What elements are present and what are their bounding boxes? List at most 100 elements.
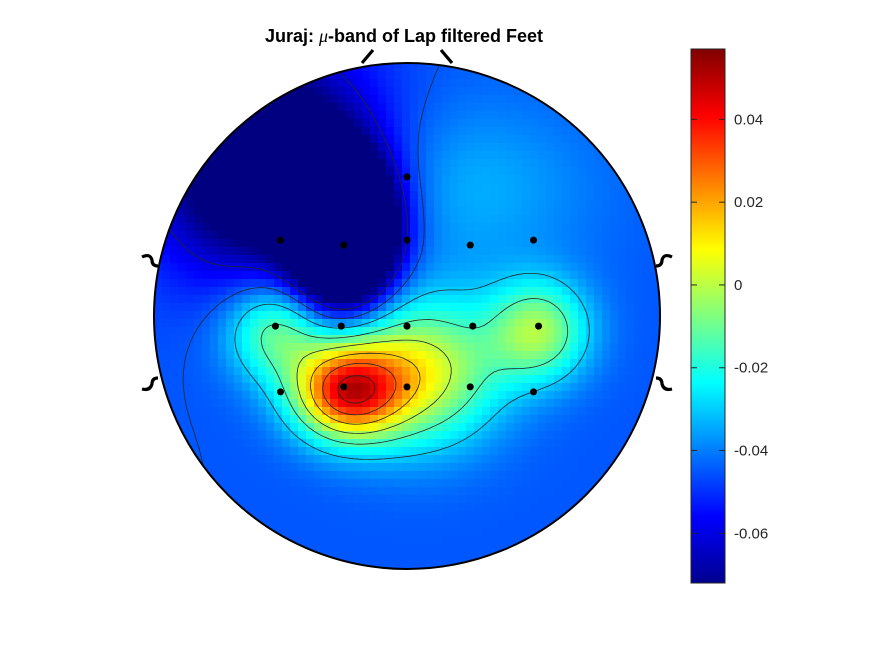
heatmap-cell xyxy=(586,191,595,200)
heatmap-cell xyxy=(194,295,203,304)
heatmap-cell xyxy=(434,71,443,80)
heatmap-cell xyxy=(330,95,339,104)
heatmap-cell xyxy=(562,391,571,400)
heatmap-cell xyxy=(578,151,587,160)
heatmap-cell xyxy=(194,183,203,192)
heatmap-cell xyxy=(506,143,515,152)
heatmap-cell xyxy=(458,455,467,464)
heatmap-cell xyxy=(626,303,635,312)
heatmap-cell xyxy=(506,223,515,232)
heatmap-cell xyxy=(466,447,475,456)
heatmap-cell xyxy=(370,167,379,176)
heatmap-cell xyxy=(490,447,499,456)
heatmap-cell xyxy=(258,95,267,104)
heatmap-cell xyxy=(338,511,347,520)
heatmap-cell xyxy=(306,535,315,544)
heatmap-cell xyxy=(458,407,467,416)
heatmap-cell xyxy=(482,327,491,336)
heatmap-cell xyxy=(402,135,411,144)
heatmap-cell xyxy=(498,495,507,504)
heatmap-cell xyxy=(242,231,251,240)
right-ear-mark xyxy=(655,253,673,392)
heatmap-cell xyxy=(394,543,403,552)
heatmap-cell xyxy=(618,367,627,376)
contour-line xyxy=(337,375,376,404)
heatmap-cell xyxy=(210,447,219,456)
heatmap-cell xyxy=(250,103,259,112)
heatmap-cell xyxy=(306,119,315,128)
heatmap-cell xyxy=(242,367,251,376)
heatmap-cell xyxy=(226,503,235,512)
heatmap-cell xyxy=(506,447,515,456)
heatmap-cell xyxy=(490,543,499,552)
heatmap-cell xyxy=(530,151,539,160)
heatmap-cell xyxy=(410,271,419,280)
heatmap-cell xyxy=(602,367,611,376)
heatmap-cell xyxy=(618,207,627,216)
heatmap-cell xyxy=(378,135,387,144)
heatmap-cell xyxy=(218,359,227,368)
heatmap-cell xyxy=(338,343,347,352)
heatmap-cell xyxy=(210,455,219,464)
heatmap-cell xyxy=(490,511,499,520)
heatmap-cell xyxy=(226,391,235,400)
heatmap-cell xyxy=(450,71,459,80)
heatmap-cell xyxy=(186,327,195,336)
heatmap-cell xyxy=(354,343,363,352)
heatmap-cell xyxy=(258,135,267,144)
heatmap-cell xyxy=(202,263,211,272)
heatmap-cell xyxy=(410,359,419,368)
heatmap-cell xyxy=(594,271,603,280)
heatmap-cell xyxy=(554,495,563,504)
heatmap-cell xyxy=(586,199,595,208)
heatmap-cell xyxy=(570,247,579,256)
heatmap-cell xyxy=(242,431,251,440)
heatmap-cell xyxy=(426,199,435,208)
heatmap-cell xyxy=(554,199,563,208)
heatmap-cell xyxy=(306,415,315,424)
heatmap-cell xyxy=(586,183,595,192)
electrode-marker xyxy=(340,383,348,391)
heatmap-cell xyxy=(306,127,315,136)
heatmap-cell xyxy=(322,351,331,360)
heatmap-cell xyxy=(194,199,203,208)
heatmap-cell xyxy=(458,319,467,328)
heatmap-cell xyxy=(370,71,379,80)
heatmap-cell xyxy=(282,143,291,152)
heatmap-cell xyxy=(434,295,443,304)
heatmap-cell xyxy=(418,463,427,472)
heatmap-cell xyxy=(242,463,251,472)
heatmap-cell xyxy=(338,367,347,376)
heatmap-cell xyxy=(482,247,491,256)
heatmap-cell xyxy=(306,431,315,440)
heatmap-cell xyxy=(378,223,387,232)
heatmap-cell xyxy=(394,191,403,200)
heatmap-cell xyxy=(346,383,355,392)
heatmap-cell xyxy=(570,351,579,360)
heatmap-cell xyxy=(530,479,539,488)
heatmap-cell xyxy=(314,399,323,408)
heatmap-cell xyxy=(386,111,395,120)
heatmap-cell xyxy=(610,319,619,328)
heatmap-cell xyxy=(546,191,555,200)
heatmap-cell xyxy=(458,383,467,392)
heatmap-cell xyxy=(498,343,507,352)
heatmap-cell xyxy=(570,175,579,184)
heatmap-cell xyxy=(266,383,275,392)
heatmap-cell xyxy=(218,383,227,392)
heatmap-cell xyxy=(442,111,451,120)
heatmap-cell xyxy=(210,279,219,288)
heatmap-cell xyxy=(538,183,547,192)
heatmap-cell xyxy=(538,271,547,280)
heatmap-cell xyxy=(538,151,547,160)
heatmap-cell xyxy=(570,407,579,416)
heatmap-cell xyxy=(266,495,275,504)
heatmap-cell xyxy=(346,223,355,232)
heatmap-cell xyxy=(426,527,435,536)
heatmap-cell xyxy=(298,335,307,344)
heatmap-cell xyxy=(322,159,331,168)
heatmap-cell xyxy=(306,463,315,472)
heatmap-cell xyxy=(474,199,483,208)
heatmap-cell xyxy=(242,375,251,384)
heatmap-cell xyxy=(434,263,443,272)
